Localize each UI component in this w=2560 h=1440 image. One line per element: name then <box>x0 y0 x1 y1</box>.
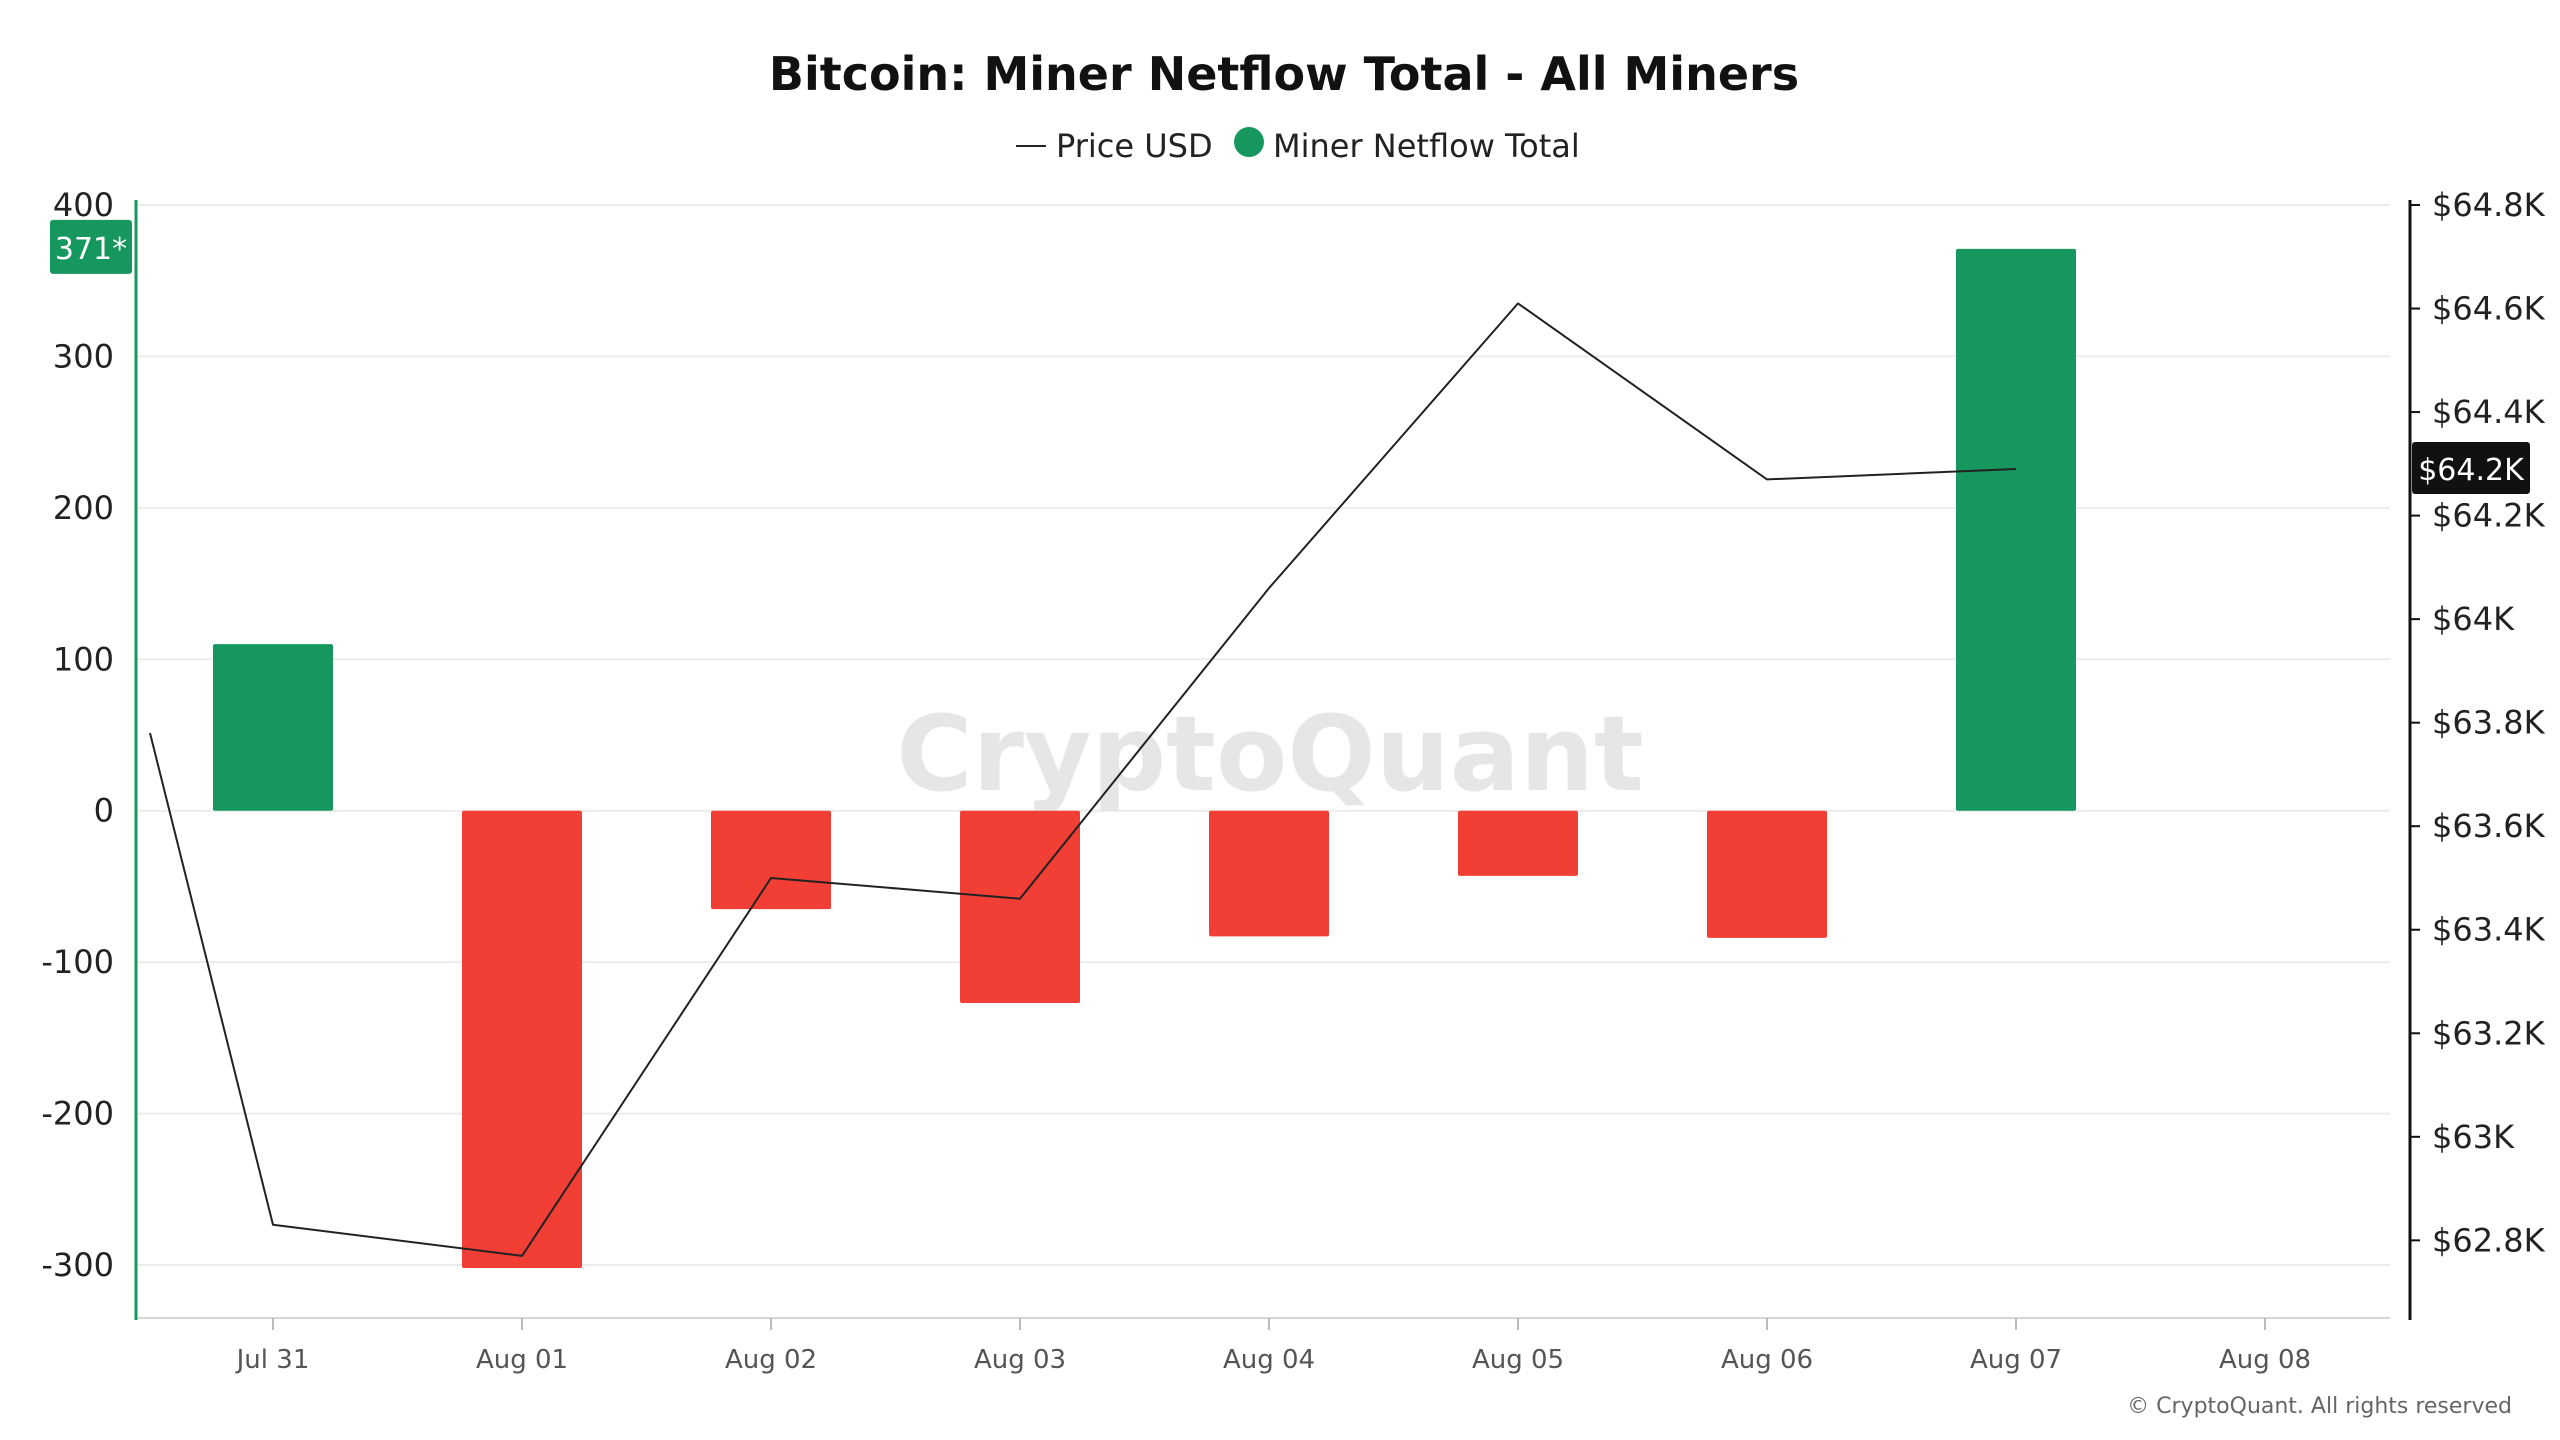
x-axis-ticks: Jul 31 Aug 01 Aug 02 Aug 03 Aug 04 Aug 05 Aug … <box>235 1318 2311 1375</box>
axes <box>134 200 2412 1320</box>
netflow-bar-aug-03 <box>960 810 1080 1004</box>
right-axis-ticks: $64.8K $64.6K $64.4K $64.2K $64K $63.8K $63.6K… <box>2410 186 2546 1259</box>
price-usd-line <box>149 302 2017 1257</box>
netflow-bar-aug-05 <box>1458 810 1578 876</box>
right-tick-label-9: $63K <box>2432 1118 2515 1156</box>
left-current-badge: 371* <box>50 219 132 274</box>
copyright-notice: © CryptoQuant. All rights reserved <box>2127 1394 2512 1419</box>
legend-netflow-label: Miner Netflow Total <box>1273 127 1580 165</box>
left-tick-label-3: 100 <box>53 640 114 678</box>
netflow-bar-aug-06 <box>1707 810 1827 938</box>
legend-price-label: Price USD <box>1056 127 1213 165</box>
chart-title: Bitcoin: Miner Netflow Total - All Miner… <box>769 47 1799 101</box>
right-current-badge-label: $64.2K <box>2418 453 2525 488</box>
x-tick-label-1: Aug 01 <box>476 1345 568 1375</box>
netflow-bar-aug-04 <box>1209 810 1329 937</box>
x-tick-label-4: Aug 04 <box>1223 1345 1315 1375</box>
right-tick-label-10: $62.8K <box>2432 1221 2546 1259</box>
right-current-badge: $64.2K <box>2412 442 2530 495</box>
left-current-badge-label: 371* <box>55 232 127 267</box>
legend: Price USD Miner Netflow Total <box>1016 127 1580 165</box>
x-tick-label-8: Aug 08 <box>2219 1345 2311 1375</box>
x-tick-label-7: Aug 07 <box>1970 1345 2062 1375</box>
netflow-bar-aug-02 <box>711 810 831 910</box>
right-current-badge-bg <box>2412 442 2530 495</box>
right-tick-label-7: $63.4K <box>2432 911 2546 949</box>
x-tick-label-2: Aug 02 <box>725 1345 817 1375</box>
right-tick-label-4: $64K <box>2432 600 2515 638</box>
netflow-bar-aug-07 <box>1956 248 2076 811</box>
x-tick-label-3: Aug 03 <box>974 1345 1066 1375</box>
netflow-bar-jul-31 <box>213 644 333 811</box>
left-tick-label-6: -200 <box>41 1095 114 1133</box>
right-tick-label-1: $64.6K <box>2432 290 2546 328</box>
legend-netflow-dot-icon <box>1234 127 1264 157</box>
watermark: CryptoQuant <box>896 693 1643 815</box>
netflow-bars <box>213 248 2076 1269</box>
left-axis-ticks: 400 300 200 100 0 -100 -200 -300 <box>41 186 114 1284</box>
left-tick-label-1: 300 <box>53 337 114 375</box>
left-current-badge-bg <box>50 219 132 274</box>
right-tick-label-5: $63.8K <box>2432 704 2546 742</box>
netflow-bar-aug-01 <box>462 810 582 1269</box>
left-tick-label-0: 400 <box>53 186 114 224</box>
right-tick-label-3: $64.2K <box>2432 497 2546 535</box>
left-tick-label-7: -300 <box>41 1246 114 1284</box>
left-tick-label-2: 200 <box>53 489 114 527</box>
right-tick-label-6: $63.6K <box>2432 807 2546 845</box>
price-line-layer <box>149 302 2017 1257</box>
left-tick-label-4: 0 <box>94 792 114 830</box>
x-tick-label-0: Jul 31 <box>235 1345 310 1375</box>
right-tick-label-2: $64.4K <box>2432 393 2546 431</box>
right-tick-label-0: $64.8K <box>2432 186 2546 224</box>
left-tick-label-5: -100 <box>41 943 114 981</box>
x-tick-label-6: Aug 06 <box>1721 1345 1813 1375</box>
right-tick-label-8: $63.2K <box>2432 1014 2546 1052</box>
x-tick-label-5: Aug 05 <box>1472 1345 1564 1375</box>
